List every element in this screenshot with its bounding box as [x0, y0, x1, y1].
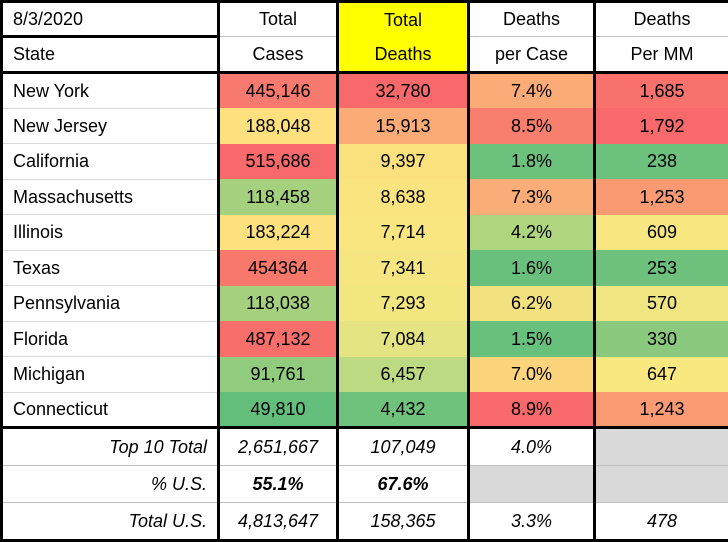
cell-state[interactable]: Illinois [1, 214, 219, 251]
table-row: New York 445,146 32,780 7.4% 1,685 [1, 72, 728, 109]
header-total-deaths-line1[interactable]: Total [336, 1, 469, 36]
cell-total-deaths[interactable]: 7,341 [336, 250, 469, 286]
cell-deaths-per-case[interactable]: 4.2% [467, 214, 595, 251]
date-cell[interactable]: 8/3/2020 [1, 1, 219, 38]
summary-row-percent-us: % U.S. 55.1% 67.6% [1, 465, 728, 504]
summary-deaths-per-mm[interactable] [593, 465, 728, 504]
cell-state[interactable]: Connecticut [1, 392, 219, 430]
cell-total-cases[interactable]: 183,224 [217, 214, 338, 251]
cell-total-deaths[interactable]: 6,457 [336, 356, 469, 393]
cell-total-deaths[interactable]: 7,084 [336, 321, 469, 357]
cell-total-deaths[interactable]: 15,913 [336, 108, 469, 144]
cell-deaths-per-case[interactable]: 8.9% [467, 392, 595, 430]
header-total-cases-line1[interactable]: Total [217, 1, 338, 37]
cell-total-cases[interactable]: 49,810 [217, 392, 338, 430]
summary-row-total-us: Total U.S. 4,813,647 158,365 3.3% 478 [2, 502, 728, 541]
cell-total-cases[interactable]: 118,038 [217, 285, 338, 322]
header-deaths-per-mm-line2[interactable]: Per MM [593, 36, 728, 75]
cell-deaths-per-mm[interactable]: 330 [593, 321, 728, 357]
cell-deaths-per-case[interactable]: 1.6% [467, 250, 595, 286]
cell-deaths-per-mm[interactable]: 570 [593, 285, 728, 322]
table-row: Michigan 91,761 6,457 7.0% 647 [1, 356, 728, 393]
cell-state[interactable]: New Jersey [1, 108, 219, 145]
table-row: Illinois 183,224 7,714 4.2% 609 [1, 214, 728, 251]
header-deaths-per-mm-line1[interactable]: Deaths [593, 1, 728, 37]
cell-state[interactable]: California [1, 143, 219, 180]
cell-total-deaths[interactable]: 8,638 [336, 179, 469, 215]
cell-deaths-per-case[interactable]: 8.5% [467, 108, 595, 144]
cell-state[interactable]: Michigan [1, 356, 219, 393]
summary-total-cases[interactable]: 2,651,667 [217, 427, 338, 466]
cell-deaths-per-mm[interactable]: 1,792 [593, 108, 728, 144]
header-deaths-per-case-line1[interactable]: Deaths [467, 1, 595, 37]
header-deaths-per-case-line2[interactable]: per Case [467, 36, 595, 75]
cell-state[interactable]: New York [1, 72, 219, 109]
cell-total-deaths[interactable]: 4,432 [336, 392, 469, 430]
cell-state[interactable]: Pennsylvania [1, 285, 219, 322]
cell-total-cases[interactable]: 515,686 [217, 143, 338, 180]
cell-deaths-per-mm[interactable]: 1,253 [593, 179, 728, 215]
table-row: Pennsylvania 118,038 7,293 6.2% 570 [1, 285, 728, 322]
cell-deaths-per-case[interactable]: 7.3% [467, 179, 595, 215]
summary-label[interactable]: Total U.S. [128, 511, 207, 532]
cell-total-cases[interactable]: 188,048 [217, 108, 338, 144]
cell-total-deaths[interactable]: 32,780 [336, 72, 469, 109]
summary-deaths-per-case[interactable] [467, 465, 595, 504]
cell-state[interactable]: Texas [1, 250, 219, 287]
summary-total-deaths[interactable]: 67.6% [336, 465, 469, 504]
cell-deaths-per-case[interactable]: 7.4% [467, 72, 595, 109]
table-row: California 515,686 9,397 1.8% 238 [1, 143, 728, 180]
cell-total-cases[interactable]: 487,132 [217, 321, 338, 357]
table-row: New Jersey 188,048 15,913 8.5% 1,792 [1, 108, 728, 145]
summary-total-cases[interactable]: 55.1% [217, 465, 338, 504]
cell-state[interactable]: Florida [1, 321, 219, 358]
cell-deaths-per-mm[interactable]: 1,243 [593, 392, 728, 430]
summary-deaths-per-case[interactable]: 3.3% [467, 502, 595, 541]
cell-deaths-per-case[interactable]: 7.0% [467, 356, 595, 393]
cell-deaths-per-case[interactable]: 1.5% [467, 321, 595, 357]
table-row: Massachusetts 118,458 8,638 7.3% 1,253 [1, 179, 728, 216]
cell-total-deaths[interactable]: 7,714 [336, 214, 469, 251]
cell-deaths-per-mm[interactable]: 238 [593, 143, 728, 180]
header-total-cases-line2[interactable]: Cases [217, 36, 338, 75]
cell-deaths-per-case[interactable]: 1.8% [467, 143, 595, 180]
cell-total-cases[interactable]: 445,146 [217, 72, 338, 109]
table-row: Florida 487,132 7,084 1.5% 330 [1, 321, 728, 358]
table-row: Texas 454364 7,341 1.6% 253 [1, 250, 728, 287]
cell-deaths-per-mm[interactable]: 647 [593, 356, 728, 393]
summary-row-top10: Top 10 Total 2,651,667 107,049 4.0% [1, 427, 728, 466]
cell-total-cases[interactable]: 118,458 [217, 179, 338, 215]
cell-deaths-per-mm[interactable]: 1,685 [593, 72, 728, 109]
summary-label[interactable]: Top 10 Total [1, 427, 219, 466]
summary-label[interactable]: % U.S. [1, 465, 219, 504]
summary-total-deaths[interactable]: 158,365 [336, 502, 469, 541]
cell-total-cases[interactable]: 454364 [217, 250, 338, 286]
summary-deaths-per-mm[interactable]: 478 [593, 502, 728, 541]
cell-total-cases[interactable]: 91,761 [217, 356, 338, 393]
cell-deaths-per-case[interactable]: 6.2% [467, 285, 595, 322]
summary-total-cases[interactable]: 4,813,647 [217, 502, 338, 541]
cell-deaths-per-mm[interactable]: 609 [593, 214, 728, 251]
header-row-2: State Cases Deaths per Case Per MM [1, 36, 728, 75]
summary-total-deaths[interactable]: 107,049 [336, 427, 469, 466]
summary-deaths-per-mm[interactable] [593, 427, 728, 466]
header-total-deaths-line2[interactable]: Deaths [336, 36, 469, 75]
cell-total-deaths[interactable]: 9,397 [336, 143, 469, 180]
cell-deaths-per-mm[interactable]: 253 [593, 250, 728, 286]
table-row: Connecticut 49,810 4,432 8.9% 1,243 [1, 392, 728, 430]
cell-state[interactable]: Massachusetts [1, 179, 219, 216]
summary-deaths-per-case[interactable]: 4.0% [467, 427, 595, 466]
state-header-cell[interactable]: State [1, 36, 219, 75]
header-row-1: 8/3/2020 Total Total Deaths Deaths [1, 1, 728, 38]
cell-total-deaths[interactable]: 7,293 [336, 285, 469, 322]
